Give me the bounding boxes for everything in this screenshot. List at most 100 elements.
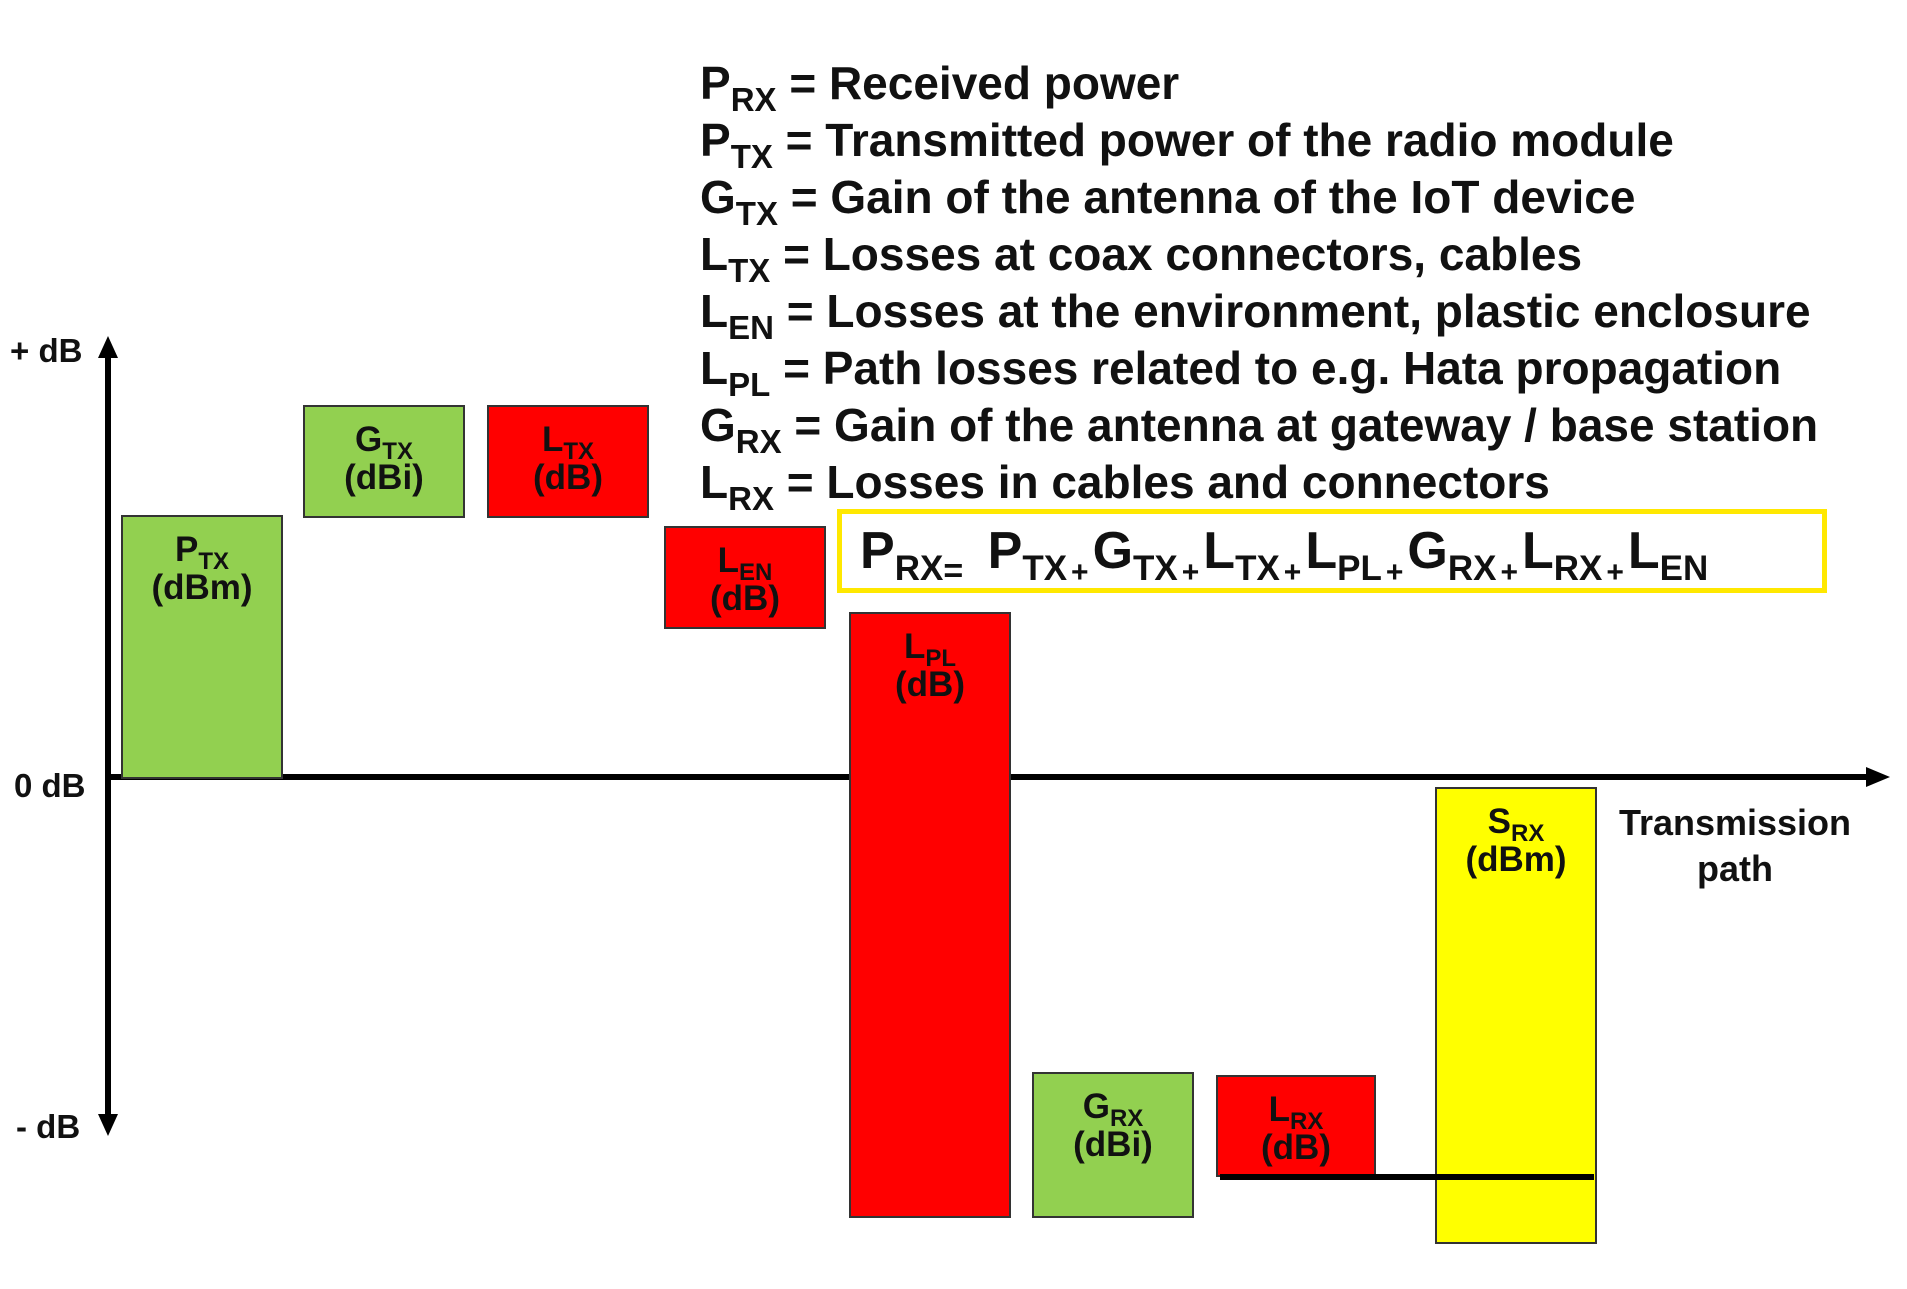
formula-term-subscript: RX bbox=[1553, 549, 1603, 588]
block-unit: (dB) bbox=[533, 458, 603, 497]
legend-subscript: RX bbox=[728, 480, 774, 517]
legend-text: = Losses at coax connectors, cables bbox=[783, 228, 1583, 280]
block-label: LEN bbox=[666, 528, 824, 585]
legend-item-grx: GRX = Gain of the antenna at gateway / b… bbox=[700, 397, 1890, 458]
block-subscript: TX bbox=[563, 438, 595, 465]
legend-subscript: EN bbox=[728, 309, 774, 346]
block-label: LTX bbox=[489, 407, 647, 464]
legend-item-lpl: LPL = Path losses related to e.g. Hata p… bbox=[700, 340, 1890, 401]
block-symbol: L bbox=[541, 420, 564, 459]
formula-term-symbol: L bbox=[1203, 522, 1236, 580]
legend-item-prx: PRX = Received power bbox=[700, 55, 1890, 116]
x-axis-label-line1: Transmission bbox=[1618, 802, 1852, 843]
block-symbol: G bbox=[1082, 1087, 1110, 1126]
y-axis-top-label: + dB bbox=[10, 332, 83, 369]
block-ptx: PTX (dBm) bbox=[121, 515, 283, 779]
legend-symbol: G bbox=[700, 171, 736, 223]
block-symbol: L bbox=[717, 541, 740, 580]
formula-term-symbol: G bbox=[1407, 522, 1448, 580]
block-label: GRX bbox=[1034, 1074, 1192, 1131]
formula-term-subscript: TX bbox=[1235, 549, 1280, 588]
formula-lhs-subscript: RX bbox=[894, 549, 944, 588]
legend-subscript: TX bbox=[728, 252, 771, 289]
legend-item-ltx: LTX = Losses at coax connectors, cables bbox=[700, 226, 1890, 287]
block-label: PTX bbox=[123, 517, 281, 574]
y-axis-arrow-down bbox=[98, 1114, 118, 1136]
legend-symbol: G bbox=[700, 399, 736, 451]
formula-plus: + bbox=[1500, 556, 1518, 589]
block-unit: (dB) bbox=[895, 665, 965, 704]
block-label: SRX bbox=[1437, 789, 1595, 846]
formula-term-symbol: L bbox=[1305, 522, 1338, 580]
block-subscript: RX bbox=[1511, 820, 1545, 847]
block-lpl: LPL (dB) bbox=[849, 612, 1011, 1218]
legend-item-len: LEN = Losses at the environment, plastic… bbox=[700, 283, 1890, 344]
formula-plus: + bbox=[1181, 556, 1200, 589]
x-axis-label-line2: path bbox=[1697, 848, 1773, 889]
legend-text: = Path losses related to e.g. Hata propa… bbox=[783, 342, 1782, 394]
block-symbol: S bbox=[1487, 802, 1511, 841]
block-unit: (dBi) bbox=[1073, 1125, 1153, 1164]
block-symbol: L bbox=[1268, 1090, 1291, 1129]
legend-subscript: PL bbox=[728, 366, 771, 403]
block-unit: (dBm) bbox=[1465, 840, 1567, 879]
legend-symbol: L bbox=[700, 285, 729, 337]
legend-symbol: P bbox=[700, 114, 731, 166]
block-label: GTX bbox=[305, 407, 463, 464]
legend-item-ptx: PTX = Transmitted power of the radio mod… bbox=[700, 112, 1890, 173]
block-unit: (dBi) bbox=[344, 458, 424, 497]
y-axis-bottom-label: - dB bbox=[16, 1108, 81, 1145]
block-subscript: PL bbox=[925, 645, 957, 672]
x-axis-label: Transmission path bbox=[1605, 800, 1865, 892]
formula-term-subscript: TX bbox=[1133, 549, 1178, 588]
block-srx: SRX (dBm) bbox=[1435, 787, 1597, 1244]
y-axis-zero-label: 0 dB bbox=[14, 767, 86, 804]
x-axis-arrow bbox=[1866, 767, 1890, 787]
legend: PRX = Received power PTX = Transmitted p… bbox=[700, 55, 1890, 515]
formula-term-symbol: G bbox=[1092, 522, 1134, 580]
block-subscript: TX bbox=[198, 548, 230, 575]
block-grx: GRX (dBi) bbox=[1032, 1072, 1194, 1218]
formula-lhs-symbol: P bbox=[860, 522, 895, 580]
legend-text: = Gain of the antenna of the IoT device bbox=[790, 171, 1636, 223]
block-symbol: P bbox=[174, 530, 199, 569]
legend-subscript: TX bbox=[730, 138, 773, 175]
block-symbol: G bbox=[355, 420, 383, 459]
block-gtx: GTX (dBi) bbox=[303, 405, 465, 518]
block-symbol: L bbox=[903, 627, 926, 666]
formula-term-subscript: PL bbox=[1337, 549, 1382, 588]
block-subscript: RX bbox=[1109, 1105, 1144, 1132]
formula-term-subscript: EN bbox=[1659, 549, 1709, 588]
legend-symbol: P bbox=[700, 57, 731, 109]
formula-plus: + bbox=[1071, 556, 1089, 589]
formula-term-subscript: TX bbox=[1022, 549, 1068, 588]
block-unit: (dB) bbox=[1261, 1128, 1331, 1167]
legend-symbol: L bbox=[700, 456, 729, 508]
block-subscript: RX bbox=[1290, 1108, 1324, 1135]
block-ltx: LTX (dB) bbox=[487, 405, 649, 518]
block-unit: (dBm) bbox=[151, 568, 253, 607]
legend-symbol: L bbox=[700, 342, 729, 394]
legend-text: = Gain of the antenna at gateway / base … bbox=[794, 399, 1819, 451]
block-label: LRX bbox=[1218, 1077, 1374, 1134]
legend-item-lrx: LRX = Losses in cables and connectors bbox=[700, 454, 1890, 515]
block-len: LEN (dB) bbox=[664, 526, 826, 629]
block-subscript: TX bbox=[382, 438, 413, 465]
legend-text: = Losses in cables and connectors bbox=[786, 456, 1550, 508]
legend-subscript: RX bbox=[735, 423, 782, 460]
formula-term-symbol: L bbox=[1521, 522, 1554, 580]
legend-item-gtx: GTX = Gain of the antenna of the IoT dev… bbox=[700, 169, 1890, 230]
y-axis-arrow-up bbox=[98, 336, 118, 358]
formula-plus: + bbox=[1385, 556, 1404, 589]
formula-term-symbol: P bbox=[987, 522, 1023, 580]
formula-equals: = bbox=[943, 552, 964, 590]
block-label: LPL bbox=[851, 614, 1009, 671]
legend-text: = Received power bbox=[789, 57, 1180, 109]
formula-plus: + bbox=[1283, 556, 1302, 589]
formula-plus: + bbox=[1606, 556, 1624, 589]
legend-text: = Losses at the environment, plastic enc… bbox=[786, 285, 1811, 337]
legend-subscript: TX bbox=[735, 195, 778, 232]
block-subscript: EN bbox=[739, 559, 773, 586]
legend-symbol: L bbox=[700, 228, 729, 280]
